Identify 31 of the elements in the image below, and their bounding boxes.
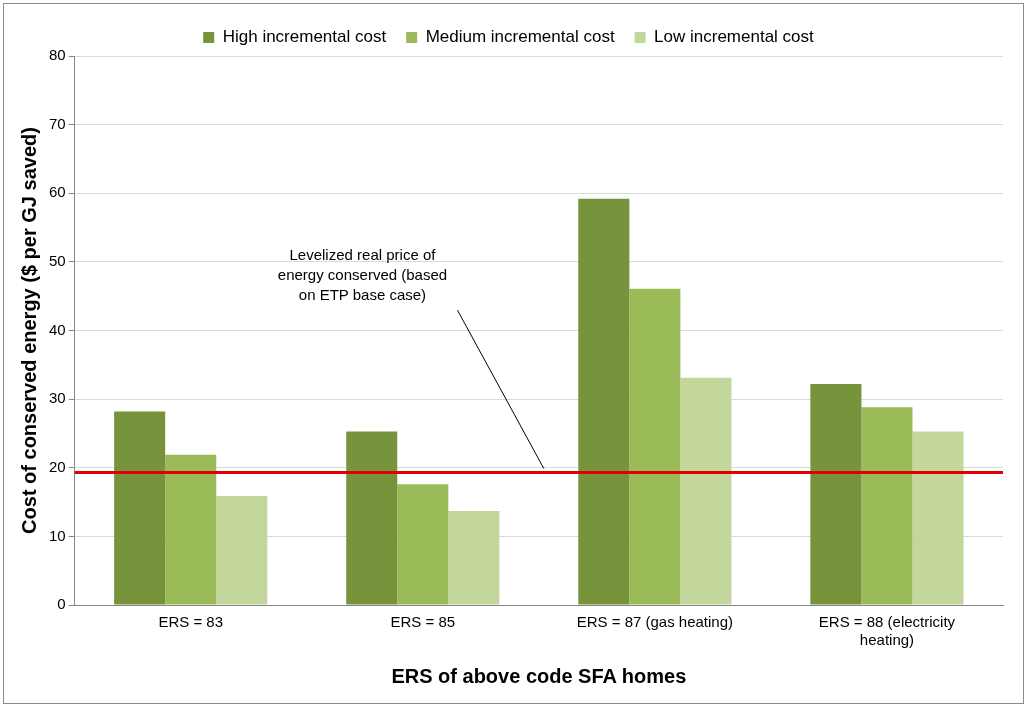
x-axis-title: ERS of above code SFA homes <box>391 664 687 687</box>
bar <box>114 411 166 605</box>
y-tick-label: 80 <box>49 46 66 64</box>
y-tick-label: 20 <box>49 457 66 475</box>
bar <box>578 198 630 605</box>
bar <box>861 407 913 605</box>
y-tick-label: 10 <box>49 526 66 544</box>
bar <box>216 495 268 605</box>
bar <box>346 431 398 605</box>
ref-line-label: Levelized real price of energy conserved (based on ETP base case) <box>277 245 448 303</box>
y-tick-label: 40 <box>49 320 66 338</box>
bar <box>810 384 862 605</box>
bar <box>680 377 732 605</box>
y-axis-title: Cost of conserved energy ($ per GJ saved) <box>17 127 40 534</box>
y-tick-label: 0 <box>57 595 66 613</box>
x-tick-label: ERS = 88 (electricity heating) <box>818 613 956 649</box>
y-tick-label: 30 <box>49 389 66 407</box>
x-tick-label: ERS = 87 (gas heating) <box>576 613 734 631</box>
y-tick-label: 70 <box>49 114 66 132</box>
bar <box>165 454 217 605</box>
bar <box>397 484 449 605</box>
bar <box>448 510 500 605</box>
y-tick-label: 50 <box>49 252 66 270</box>
bar <box>912 431 964 605</box>
y-tick-label: 60 <box>49 183 66 201</box>
x-tick-label: ERS = 83 <box>158 613 224 631</box>
bar <box>629 288 681 605</box>
legend-label: Low incremental cost <box>654 27 815 47</box>
x-tick-label: ERS = 85 <box>390 613 456 631</box>
legend-label: High incremental cost <box>222 27 387 47</box>
legend-label: Medium incremental cost <box>425 27 615 47</box>
